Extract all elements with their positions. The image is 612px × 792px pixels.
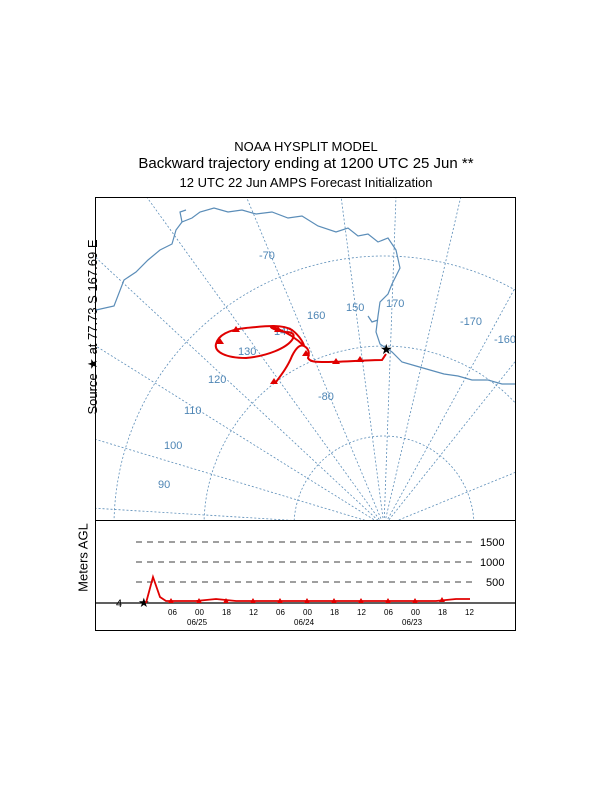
lon-label: 90	[158, 479, 170, 491]
lon-label: -170	[460, 316, 482, 328]
height-level-label: 1000	[480, 557, 504, 569]
height-level-label: 500	[486, 577, 504, 589]
star-icon: ★	[138, 595, 150, 610]
time-tick: 00	[411, 608, 420, 617]
meridian	[397, 472, 515, 520]
time-tick: 18	[330, 608, 339, 617]
triangle-icon	[232, 326, 240, 332]
lat-circle	[293, 435, 475, 520]
meridian	[388, 361, 515, 520]
meridian	[386, 287, 515, 520]
triangle-icon	[302, 350, 310, 356]
triangle-icon	[331, 598, 337, 603]
time-tick: 00	[195, 608, 204, 617]
coastline	[96, 207, 515, 385]
meridian	[384, 198, 461, 520]
meridian	[383, 198, 397, 520]
date-labels: 06/25 06/24 06/23	[187, 618, 423, 627]
time-tick: 12	[465, 608, 474, 617]
meridian	[146, 198, 381, 520]
lon-label: -80	[318, 391, 334, 403]
map-canvas: -70 150 160 170 -170 -160 130 140 120 -8…	[96, 198, 516, 520]
trajectory-title: Backward trajectory ending at 1200 UTC 2…	[138, 155, 474, 172]
triangle-icon	[223, 598, 229, 603]
meridian	[96, 507, 293, 520]
triangle-icon	[277, 598, 283, 603]
latitude-circles	[113, 255, 515, 520]
model-title: NOAA HYSPLIT MODEL	[234, 139, 378, 154]
time-tick: 18	[222, 608, 231, 617]
height-level-label: 1500	[480, 537, 504, 549]
date-label: 06/23	[402, 618, 423, 627]
height-markers	[168, 597, 445, 603]
time-tick: 06	[384, 608, 393, 617]
height-canvas: 1500 1000 500 4 ★ 06 00 18 12 06 00 18	[96, 537, 515, 627]
lon-label: -70	[259, 250, 275, 262]
time-tick: 06	[276, 608, 285, 617]
triangle-icon	[196, 598, 202, 603]
lon-label: 160	[307, 310, 325, 322]
lon-label: -160	[494, 334, 516, 346]
triangle-icon	[412, 598, 418, 603]
triangle-icon	[439, 597, 445, 602]
time-tick: 00	[303, 608, 312, 617]
triangle-icon	[274, 326, 282, 332]
trajectory-markers	[216, 326, 364, 384]
time-tick: 12	[357, 608, 366, 617]
coastline-main	[96, 207, 515, 385]
initialization-subtitle: 12 UTC 22 Jun AMPS Forecast Initializati…	[179, 175, 433, 190]
meridian	[96, 345, 376, 520]
triangle-icon	[385, 598, 391, 603]
trajectory-map: -70 150 160 170 -170 -160 130 140 120 -8…	[95, 197, 516, 521]
lon-label: 150	[346, 302, 364, 314]
triangle-icon	[332, 358, 340, 364]
lon-label: 100	[164, 440, 182, 452]
meridian	[340, 198, 384, 520]
meridian	[96, 439, 366, 520]
date-label: 06/24	[294, 618, 315, 627]
triangle-icon	[250, 598, 256, 603]
lon-label: 130	[238, 346, 256, 358]
height-trajectory	[145, 573, 470, 604]
time-tick: 18	[438, 608, 447, 617]
lon-label: 120	[208, 374, 226, 386]
height-axis-label: Meters AGL	[75, 523, 91, 592]
lat-circle	[203, 345, 515, 520]
meridians	[96, 198, 515, 520]
triangle-icon	[216, 338, 224, 344]
time-tick: 06	[168, 608, 177, 617]
source-height-label: 4	[116, 598, 122, 610]
lon-label: 110	[184, 405, 202, 417]
lon-label: 170	[386, 298, 404, 310]
time-tick: 12	[249, 608, 258, 617]
triangle-icon	[270, 378, 278, 384]
coastline-inlet	[179, 209, 187, 223]
height-reference-lines	[136, 541, 474, 583]
triangle-icon	[168, 598, 174, 603]
meridian	[96, 257, 379, 520]
triangle-icon	[304, 598, 310, 603]
time-tick-labels: 06 00 18 12 06 00 18 12 06 00 18 12	[168, 608, 474, 617]
height-profile: 1500 1000 500 4 ★ 06 00 18 12 06 00 18	[95, 521, 516, 631]
star-icon: ★	[380, 341, 393, 357]
coastline-island	[367, 315, 379, 323]
lat-circle	[113, 255, 515, 520]
triangle-icon	[356, 356, 364, 362]
date-label: 06/25	[187, 618, 208, 627]
longitude-labels: -70 150 160 170 -170 -160 130 140 120 -8…	[158, 250, 516, 491]
triangle-icon	[358, 598, 364, 603]
